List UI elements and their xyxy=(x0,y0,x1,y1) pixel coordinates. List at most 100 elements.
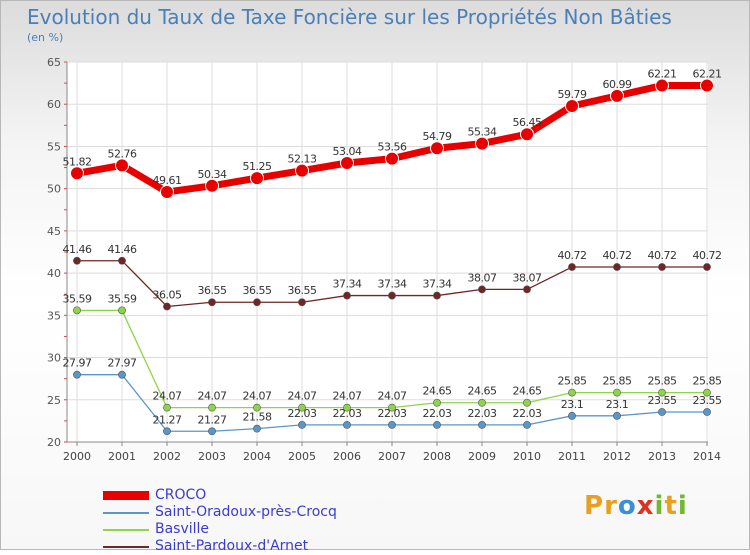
y-tick-label: 20 xyxy=(47,436,61,449)
legend-swatch-croco xyxy=(103,491,149,500)
data-label: 22.03 xyxy=(333,407,362,420)
data-label: 22.03 xyxy=(378,407,407,420)
data-point xyxy=(523,285,531,294)
data-point xyxy=(160,184,174,199)
data-label: 22.03 xyxy=(468,407,497,420)
data-point xyxy=(523,398,531,407)
y-tick-label: 35 xyxy=(47,309,61,322)
data-label: 36.55 xyxy=(288,284,317,297)
data-point xyxy=(250,171,264,186)
data-point xyxy=(118,370,126,379)
data-point xyxy=(163,403,171,412)
x-tick-label: 2013 xyxy=(648,450,676,463)
data-point xyxy=(388,291,396,300)
data-label: 23.1 xyxy=(561,398,584,411)
line-chart: 20 25 30 35 40 45 50 55 60 65 2000 2001 2002 2003 2004… xyxy=(47,56,722,463)
logo-letter: P xyxy=(584,491,605,521)
data-label: 62.21 xyxy=(693,68,722,81)
data-label: 24.07 xyxy=(243,390,272,403)
data-label: 41.46 xyxy=(108,243,137,256)
data-point xyxy=(568,411,576,420)
data-label: 27.97 xyxy=(63,357,92,370)
y-tick-label: 40 xyxy=(47,267,61,280)
x-tick-label: 2014 xyxy=(693,450,721,463)
x-tick-label: 2004 xyxy=(243,450,271,463)
data-point xyxy=(208,403,216,412)
data-label: 40.72 xyxy=(648,249,677,262)
y-tick-label: 25 xyxy=(47,394,61,407)
data-point xyxy=(433,291,441,300)
x-tick-label: 2008 xyxy=(423,450,451,463)
data-point xyxy=(658,408,666,416)
data-point xyxy=(478,285,486,294)
data-label: 23.1 xyxy=(606,398,629,411)
data-point xyxy=(700,78,714,93)
data-point xyxy=(520,127,534,142)
legend-label-saint-oradoux: Saint-Oradoux-près-Crocq xyxy=(155,504,337,520)
data-point xyxy=(118,256,126,265)
data-label: 21.58 xyxy=(243,411,272,424)
x-tick-label: 2012 xyxy=(603,450,631,463)
data-point xyxy=(658,263,666,271)
data-label: 59.79 xyxy=(558,88,587,101)
data-label: 37.34 xyxy=(423,278,452,291)
legend-swatch-saint-oradoux xyxy=(103,512,149,514)
logo-letter: x xyxy=(636,491,655,521)
data-point xyxy=(475,136,489,151)
data-label: 52.76 xyxy=(108,147,137,160)
data-label: 38.07 xyxy=(513,271,542,284)
logo-letter: i xyxy=(654,491,665,521)
data-label: 25.85 xyxy=(693,375,722,388)
data-point xyxy=(295,163,309,178)
data-label: 25.85 xyxy=(648,375,677,388)
data-point xyxy=(343,420,351,429)
x-tick-label: 2006 xyxy=(333,450,361,463)
data-label: 24.07 xyxy=(288,390,317,403)
data-point xyxy=(568,263,576,271)
data-label: 49.61 xyxy=(153,174,182,187)
data-label: 41.46 xyxy=(63,243,92,256)
x-tick-label: 2003 xyxy=(198,450,226,463)
data-point xyxy=(613,263,621,271)
data-label: 35.59 xyxy=(63,292,92,305)
data-point xyxy=(433,420,441,429)
y-tick-label: 45 xyxy=(47,225,61,238)
data-label: 50.34 xyxy=(198,168,227,181)
x-tick-label: 2005 xyxy=(288,450,316,463)
data-point xyxy=(163,302,171,311)
data-label: 24.65 xyxy=(423,385,452,398)
data-point xyxy=(115,158,129,173)
data-label: 36.55 xyxy=(198,284,227,297)
data-label: 22.03 xyxy=(288,407,317,420)
y-tick-label: 30 xyxy=(47,352,61,365)
data-point xyxy=(205,178,219,193)
data-label: 40.72 xyxy=(693,249,722,262)
data-point xyxy=(523,420,531,429)
logo-letter: r xyxy=(604,491,618,521)
data-point xyxy=(610,88,624,103)
data-label: 40.72 xyxy=(603,249,632,262)
y-tick-label: 55 xyxy=(47,140,61,153)
data-label: 51.25 xyxy=(243,160,272,173)
data-label: 60.99 xyxy=(603,78,632,91)
data-label: 52.13 xyxy=(288,153,317,166)
data-label: 62.21 xyxy=(648,68,677,81)
y-tick-label: 50 xyxy=(47,183,61,196)
data-point xyxy=(388,420,396,429)
data-label: 27.97 xyxy=(108,357,137,370)
x-tick-label: 2000 xyxy=(63,450,91,463)
data-point xyxy=(565,98,579,113)
x-tick-label: 2002 xyxy=(153,450,181,463)
data-label: 51.82 xyxy=(63,155,92,168)
y-tick-label: 65 xyxy=(47,56,61,69)
data-point xyxy=(703,388,711,397)
data-label: 35.59 xyxy=(108,292,137,305)
proxiti-logo: Proxiti xyxy=(584,491,688,521)
plot-area xyxy=(67,62,708,442)
logo-letter: o xyxy=(617,491,637,521)
data-label: 22.03 xyxy=(513,407,542,420)
x-tick-label: 2001 xyxy=(108,450,136,463)
data-point xyxy=(298,403,306,412)
data-point xyxy=(613,411,621,420)
